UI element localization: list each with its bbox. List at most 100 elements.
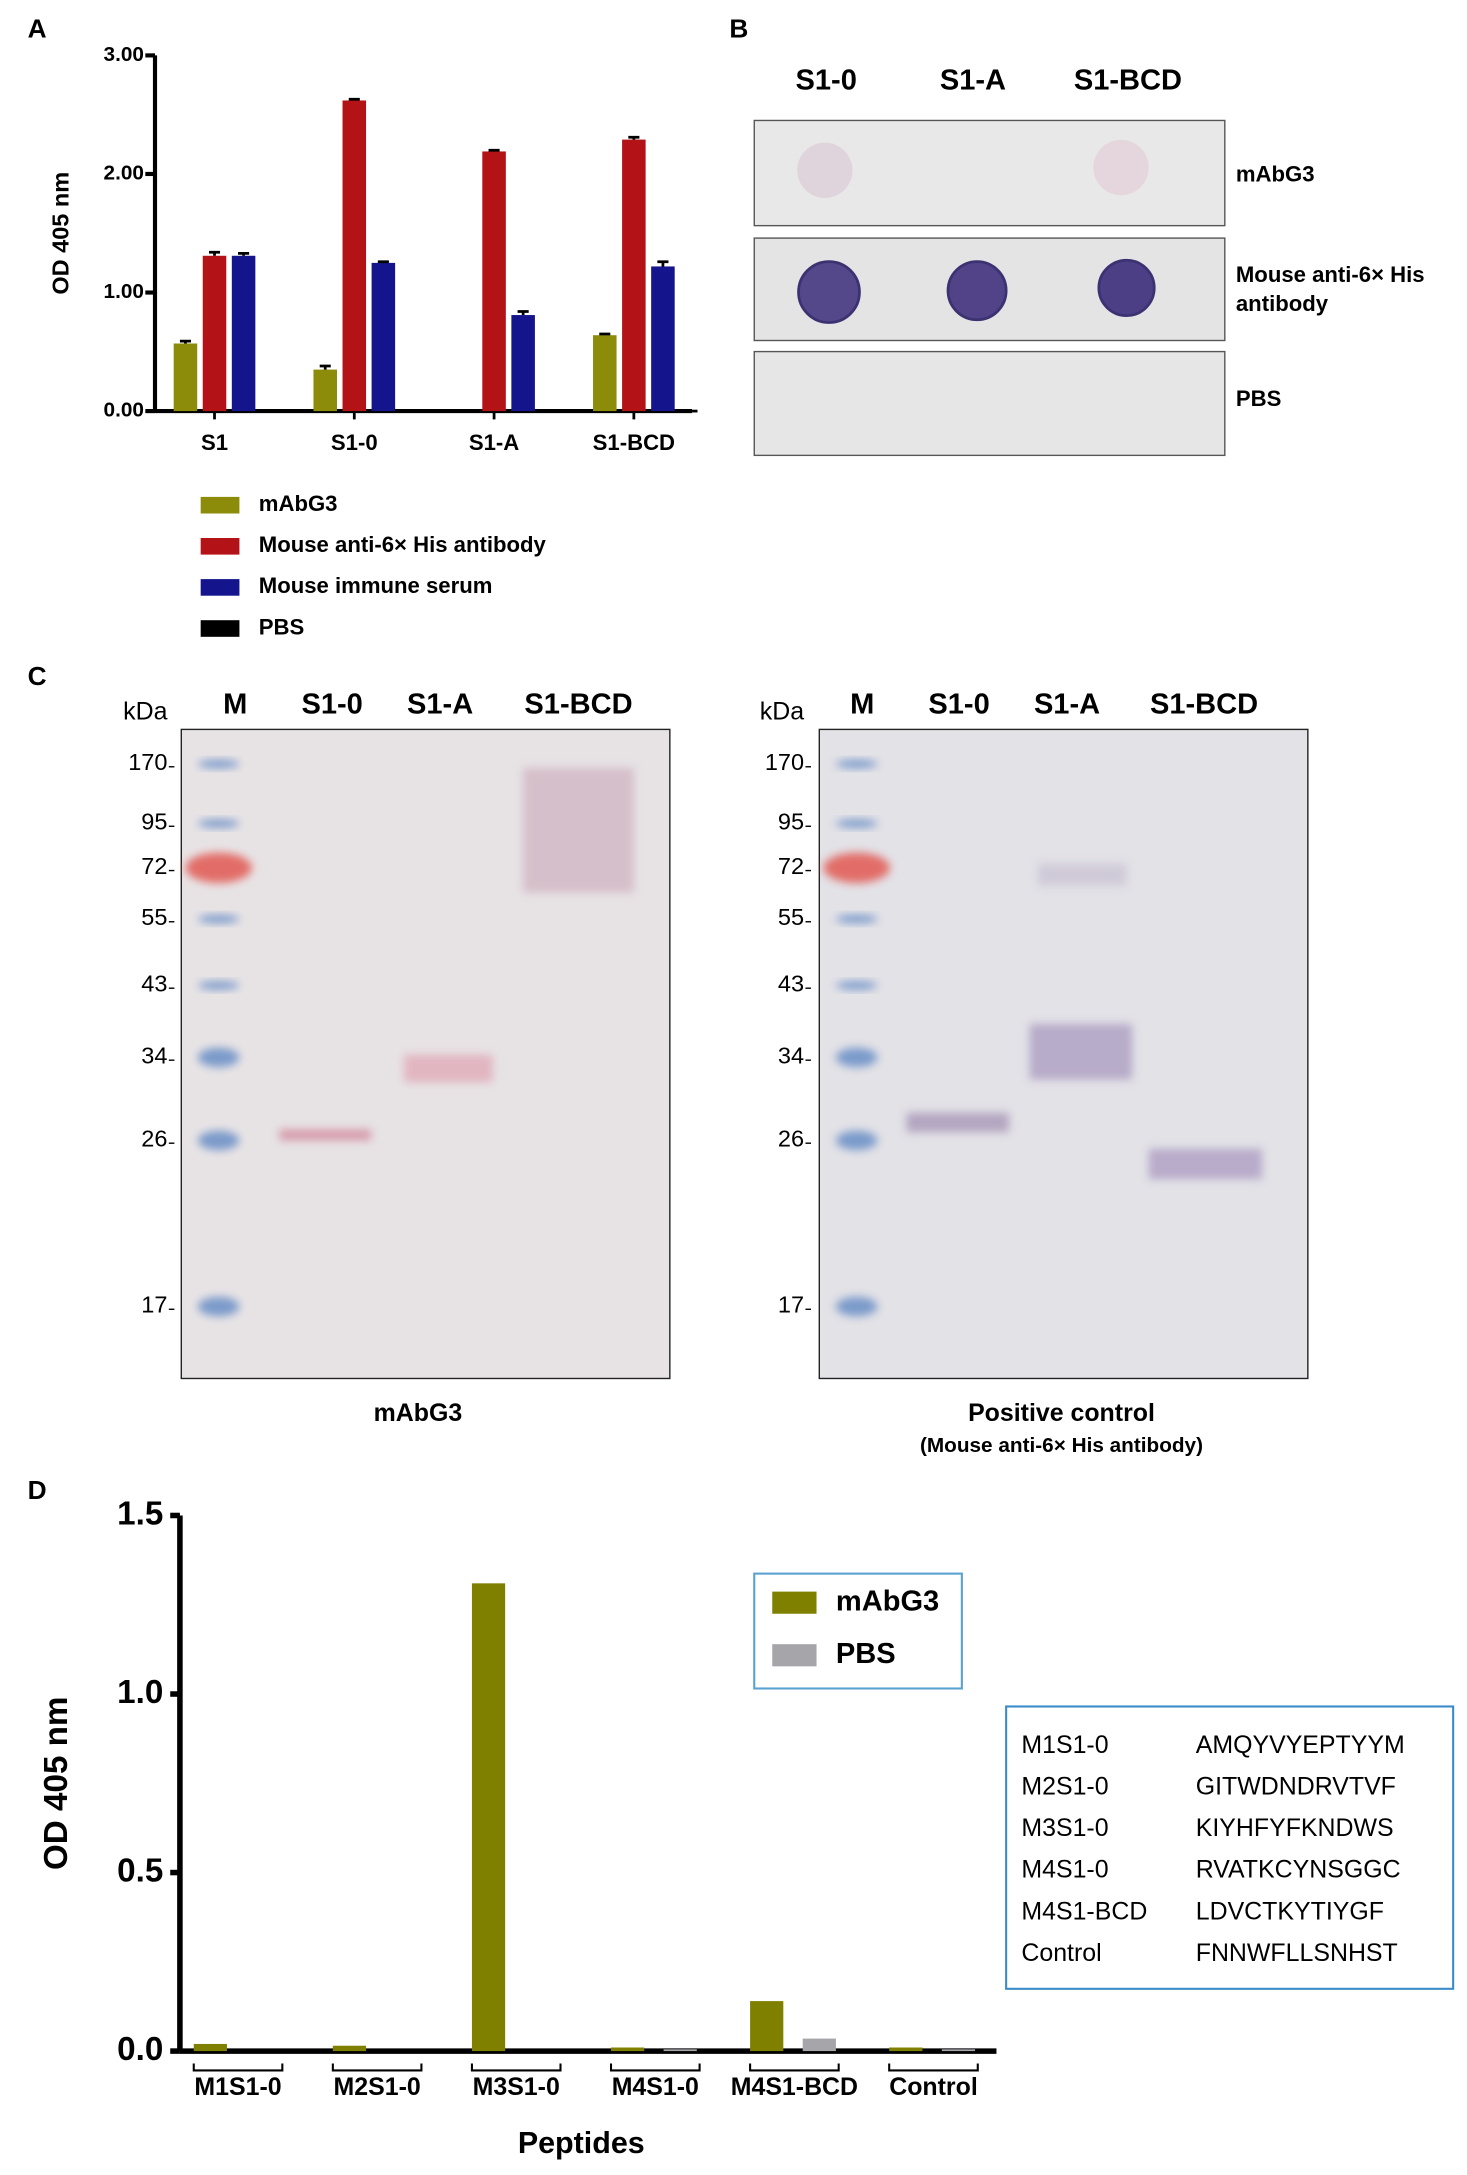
row-label: antibody <box>1236 291 1329 316</box>
panel-label: C <box>28 661 47 691</box>
legend-swatch <box>200 620 240 637</box>
category-bracket <box>192 2063 284 2072</box>
marker-label: 43 <box>141 971 167 997</box>
row-label: mAbG3 <box>1236 162 1315 187</box>
error-bar <box>657 260 669 267</box>
error-bar <box>179 339 191 344</box>
bar <box>511 315 535 412</box>
caption: (Mouse anti-6× His antibody) <box>920 1434 1203 1457</box>
ladder-band <box>835 981 878 990</box>
x-tick-label: M3S1-0 <box>473 2073 560 2101</box>
band <box>404 1054 493 1083</box>
x-tick-label: M2S1-0 <box>334 2073 421 2101</box>
marker-label: 72 <box>778 853 804 879</box>
table-cell: GITWDNDRVTVF <box>1196 1773 1396 1801</box>
marker-label: 17 <box>778 1292 804 1318</box>
error-bar <box>628 135 640 140</box>
bar <box>889 2047 923 2052</box>
marker-label: 55 <box>141 904 167 930</box>
table-cell: M1S1-0 <box>1021 1731 1108 1759</box>
ladder-band <box>197 1296 240 1317</box>
error-bar <box>238 252 250 256</box>
ladder-band <box>835 759 878 769</box>
dot <box>946 260 1008 322</box>
x-tick-label: M1S1-0 <box>194 2073 281 2101</box>
marker-label: 72 <box>141 853 167 879</box>
dot <box>797 142 853 198</box>
band <box>906 1112 1009 1133</box>
lane-label: S1-A <box>1034 689 1100 721</box>
y-tick-label: 0.00 <box>104 399 144 422</box>
y-tick-label: 3.00 <box>104 43 144 66</box>
smear <box>523 768 634 893</box>
unit-label: kDa <box>760 697 804 725</box>
bar <box>750 2001 784 2052</box>
dot <box>1097 258 1156 317</box>
column-label: S1-BCD <box>1074 64 1182 96</box>
x-tick-label: S1-A <box>469 430 519 455</box>
lane-label: S1-BCD <box>1150 689 1258 721</box>
marker-label: 170 <box>765 749 804 775</box>
legend-label: mAbG3 <box>836 1585 939 1617</box>
y-tick-label: 2.00 <box>104 161 144 184</box>
bar <box>313 369 337 412</box>
error-bar <box>517 310 529 316</box>
error-bar <box>377 260 389 264</box>
dot <box>1093 139 1149 196</box>
bar <box>202 255 227 412</box>
bar <box>663 2049 697 2052</box>
caption: Positive control <box>968 1399 1155 1427</box>
marker-label: 55 <box>778 904 804 930</box>
legend-swatch <box>772 1644 817 1667</box>
table-cell: KIYHFYFKNDWS <box>1196 1814 1394 1842</box>
lane-label: S1-0 <box>928 689 989 721</box>
western-blots <box>180 728 1309 1380</box>
bar <box>471 1583 506 2052</box>
x-tick-label: M4S1-0 <box>612 2073 699 2101</box>
dot-blot <box>753 119 1226 457</box>
y-tick-label: 1.0 <box>117 1674 163 1711</box>
table-cell: Control <box>1021 1939 1101 1967</box>
peptide-table-box <box>1005 1705 1455 1990</box>
table-cell: RVATKCYNSGGC <box>1196 1856 1401 1884</box>
table-cell: AMQYVYEPTYYM <box>1196 1731 1405 1759</box>
bar <box>231 255 256 412</box>
lane-label: S1-BCD <box>524 689 632 721</box>
bar <box>193 2043 227 2052</box>
lane-label: M <box>850 689 874 721</box>
category-bracket <box>609 2063 701 2072</box>
ladder-band <box>197 914 240 924</box>
caption: mAbG3 <box>374 1399 463 1427</box>
bar <box>173 343 198 412</box>
legend-label: PBS <box>836 1638 896 1670</box>
table-cell: FNNWFLLSNHST <box>1196 1939 1398 1967</box>
panel-label: A <box>28 13 47 43</box>
marker-label: 34 <box>141 1043 167 1069</box>
bar <box>622 139 646 412</box>
ladder-band <box>197 981 240 990</box>
panel-label: D <box>28 1475 47 1505</box>
ladder-band <box>197 759 240 769</box>
ladder-band <box>835 819 878 828</box>
legend-label: PBS <box>259 614 305 639</box>
lane-label: M <box>223 689 247 721</box>
row-label: Mouse anti-6× His <box>1236 262 1425 287</box>
legend-label: Mouse anti-6× His antibody <box>259 532 547 557</box>
x-tick-label: M4S1-BCD <box>731 2073 858 2101</box>
y-tick-label: 0.5 <box>117 1852 163 1889</box>
legend-label: Mouse immune serum <box>259 573 493 598</box>
ladder-band <box>835 1130 878 1151</box>
bar <box>593 335 617 412</box>
ladder-band <box>197 819 240 828</box>
category-bracket <box>470 2063 562 2072</box>
x-tick-label: S1-BCD <box>593 430 675 455</box>
lane-label: S1-A <box>407 689 473 721</box>
error-bar <box>208 250 221 256</box>
bar <box>651 266 675 412</box>
band <box>1148 1148 1263 1180</box>
strip <box>753 350 1226 457</box>
category-bracket <box>749 2063 840 2072</box>
bar <box>611 2047 645 2052</box>
marker-label: 95 <box>141 809 167 835</box>
